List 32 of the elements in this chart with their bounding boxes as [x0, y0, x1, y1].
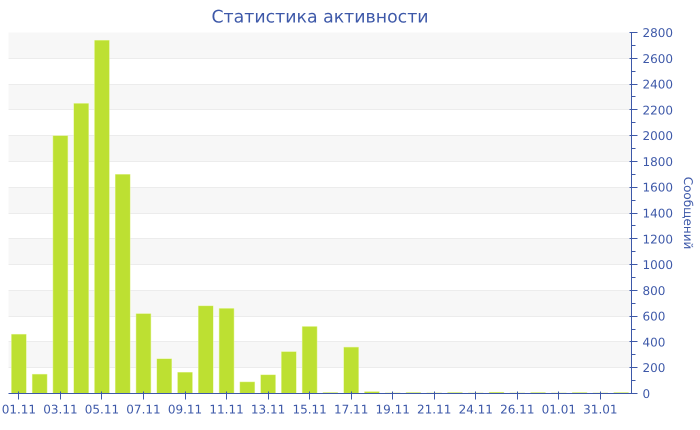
y2-tick-label: 2400 [642, 78, 674, 92]
chart-title: Статистика активности [211, 8, 429, 28]
y2-tick-label: 2800 [642, 26, 674, 40]
y2-tick-label: 2000 [642, 129, 674, 144]
y2-tick-label: 600 [642, 310, 666, 324]
y2-tick-label: 2200 [642, 103, 674, 118]
y2-tick-label: 1800 [642, 154, 674, 169]
y2-axis-title: Сообщений [681, 176, 696, 250]
y2-tick-label: 2600 [642, 52, 674, 66]
y2-tick-label: 0 [642, 387, 650, 401]
y2-tick-label: 1000 [642, 258, 674, 272]
x-tick-label: 09.11 [168, 402, 202, 416]
x-tick-label: 05.11 [84, 402, 120, 416]
y2-tick-label: 1600 [642, 180, 674, 195]
y2-tick-label: 200 [642, 361, 666, 376]
x-tick-label: 15.11 [292, 402, 327, 416]
x-tick-label: 31.01 [583, 402, 618, 416]
x-tick-label: 17.11 [334, 402, 368, 416]
x-tick-label: 21.11 [417, 402, 452, 416]
x-tick-label: 01.01 [542, 402, 576, 416]
x-tick-label: 01.11 [2, 402, 36, 416]
y2-tick-label: 800 [642, 284, 666, 298]
y2-tick-label: 1200 [642, 232, 674, 246]
x-tick-label: 11.11 [209, 402, 244, 416]
x-tick-label: 19.11 [376, 402, 410, 416]
x-tick-label: 07.11 [126, 402, 161, 416]
x-tick-label: 24.11 [458, 402, 493, 416]
x-tick-label: 13.11 [250, 402, 286, 416]
y2-tick-label: 400 [642, 335, 666, 350]
x-tick-label: 26.11 [500, 402, 534, 416]
x-tick-label: 03.11 [43, 402, 78, 416]
y2-tick-label: 1400 [642, 206, 674, 220]
